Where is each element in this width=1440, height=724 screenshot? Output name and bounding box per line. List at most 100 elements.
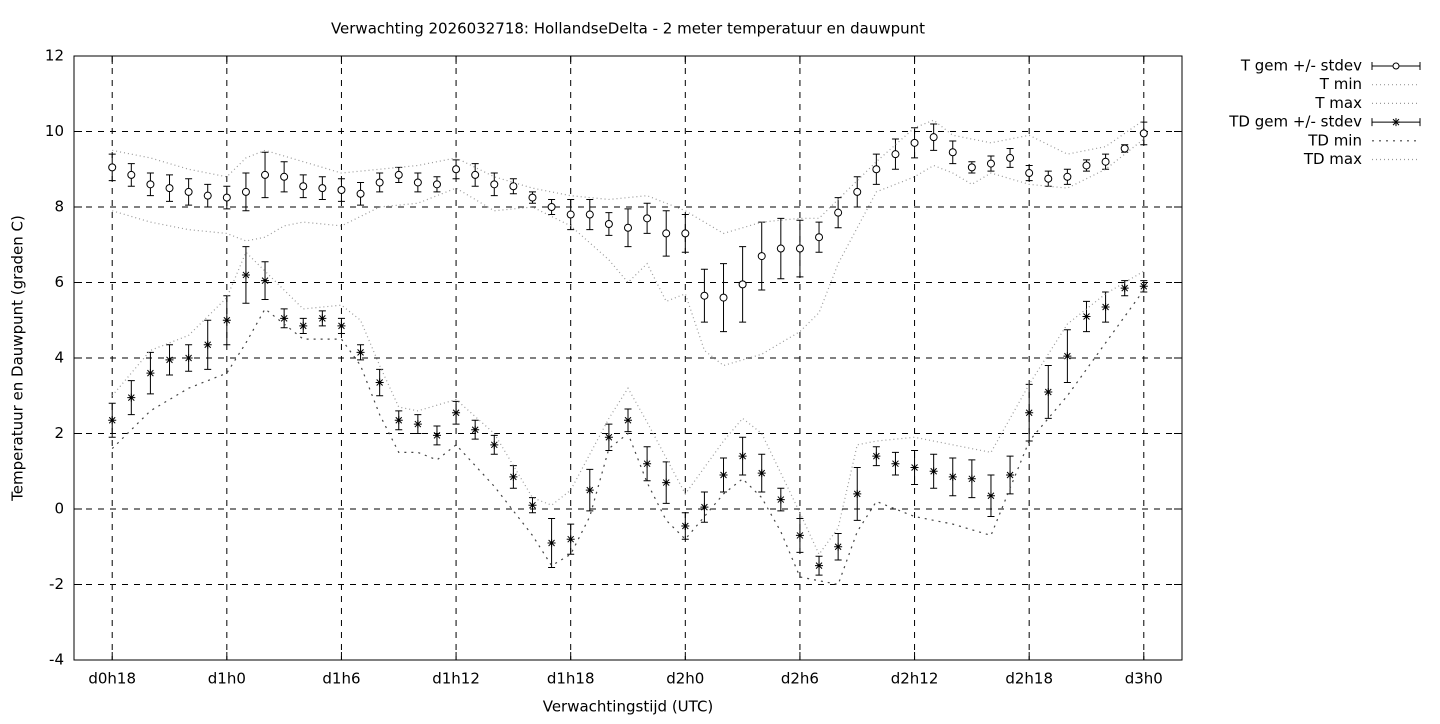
marker <box>337 321 346 330</box>
x-axis-label: Verwachtingstijd (UTC) <box>543 698 714 716</box>
marker <box>834 208 843 217</box>
marker <box>394 170 403 179</box>
marker <box>509 182 518 191</box>
series-line <box>111 289 1145 586</box>
marker <box>280 314 289 323</box>
y-tick-label: 8 <box>54 198 64 216</box>
marker <box>318 314 327 323</box>
marker <box>624 416 632 425</box>
marker <box>490 180 499 189</box>
marker <box>738 452 747 461</box>
marker <box>337 186 346 195</box>
marker <box>795 531 804 540</box>
y-tick-label: -2 <box>49 575 64 593</box>
marker <box>432 431 441 440</box>
marker <box>910 463 919 472</box>
marker <box>815 233 824 242</box>
y-axis-label: Temperatuur en Dauwpunt (graden C) <box>9 215 27 502</box>
x-tick-label: d2h12 <box>891 670 939 688</box>
x-tick-label: d0h18 <box>88 670 136 688</box>
y-tick-label: 6 <box>54 273 64 291</box>
marker <box>776 495 785 504</box>
marker <box>738 280 747 289</box>
marker <box>700 503 709 512</box>
y-tick-label: 10 <box>45 122 64 140</box>
marker <box>203 191 212 200</box>
legend-marker <box>1392 118 1400 127</box>
x-tick-label: d1h18 <box>547 670 595 688</box>
marker <box>127 393 136 402</box>
marker <box>757 469 766 478</box>
marker <box>967 474 976 483</box>
marker <box>184 354 193 362</box>
legend-label: T gem +/- stdev <box>1240 57 1362 75</box>
marker <box>1082 312 1091 321</box>
marker <box>375 378 384 387</box>
marker <box>375 178 384 187</box>
marker <box>929 467 938 476</box>
marker <box>452 165 461 174</box>
marker <box>222 193 231 202</box>
marker <box>413 420 422 429</box>
chart-title: Verwachting 2026032718: HollandseDelta -… <box>331 20 925 38</box>
marker <box>509 472 518 481</box>
marker <box>165 184 174 193</box>
marker <box>1025 408 1034 417</box>
marker <box>604 433 613 442</box>
marker <box>261 170 270 179</box>
marker <box>1006 153 1015 162</box>
marker <box>203 340 212 349</box>
marker <box>795 244 804 253</box>
marker <box>1120 284 1129 293</box>
marker <box>528 501 537 510</box>
marker <box>986 491 995 500</box>
x-tick-label: d2h18 <box>1005 670 1053 688</box>
marker <box>127 170 136 179</box>
marker <box>299 182 308 191</box>
legend-label: TD max <box>1303 150 1362 168</box>
marker <box>222 316 231 325</box>
y-tick-label: 2 <box>54 424 64 442</box>
marker <box>585 210 594 219</box>
marker <box>1082 161 1091 170</box>
y-tick-label: 12 <box>45 47 64 65</box>
marker <box>280 172 289 181</box>
marker <box>490 440 499 449</box>
marker <box>241 270 250 279</box>
marker <box>948 148 957 157</box>
legend-marker <box>1392 62 1400 70</box>
marker <box>108 416 117 425</box>
marker <box>528 193 537 202</box>
marker <box>356 189 365 198</box>
marker <box>1101 303 1110 312</box>
marker <box>146 180 155 189</box>
legend-label: TD gem +/- stdev <box>1228 113 1362 131</box>
marker <box>910 138 919 147</box>
marker <box>1101 157 1110 166</box>
marker <box>547 538 556 547</box>
marker <box>1025 169 1034 178</box>
marker <box>872 165 881 174</box>
marker <box>413 178 422 187</box>
marker <box>719 293 728 302</box>
legend-label: TD min <box>1307 131 1362 149</box>
marker <box>662 229 671 238</box>
marker <box>624 223 632 232</box>
marker <box>432 180 441 189</box>
marker <box>184 187 193 196</box>
marker <box>929 133 938 142</box>
x-tick-label: d1h12 <box>432 670 480 688</box>
marker <box>165 355 174 364</box>
marker <box>700 291 709 300</box>
marker <box>776 244 785 253</box>
marker <box>872 452 881 461</box>
marker <box>643 459 652 468</box>
marker <box>986 159 995 168</box>
marker <box>681 229 690 238</box>
marker <box>853 187 862 196</box>
marker <box>471 425 480 434</box>
marker <box>1006 471 1015 480</box>
